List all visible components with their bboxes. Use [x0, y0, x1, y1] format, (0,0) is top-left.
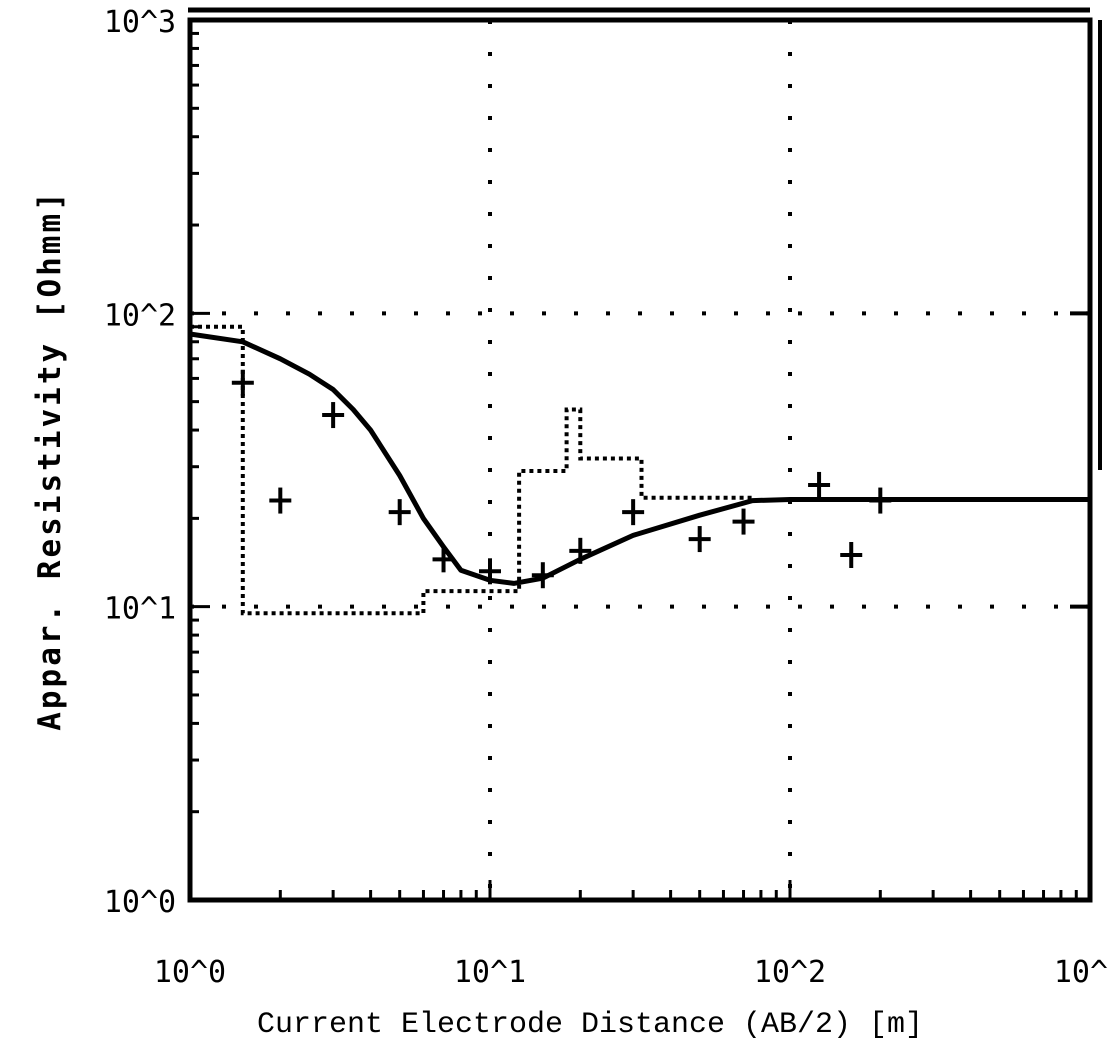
data-point-cross	[732, 508, 755, 535]
x-tick-label: 10^0	[154, 955, 226, 990]
x-axis-title: Current Electrode Distance (AB/2) [m]	[257, 1008, 923, 1042]
data-point-cross	[869, 487, 892, 514]
measured-points	[231, 369, 892, 589]
y-tick-label: 10^2	[104, 298, 176, 333]
data-point-cross	[569, 537, 592, 564]
data-point-cross	[808, 471, 831, 498]
x-tick-labels: 10^0 10^1 10^2 10^3	[154, 955, 1107, 990]
plot-area	[187, 17, 1093, 903]
grid	[190, 20, 1090, 900]
data-point-cross	[531, 562, 554, 589]
data-point-cross	[322, 402, 345, 429]
data-point-cross	[479, 558, 501, 585]
calculated-curve-line	[189, 331, 1090, 586]
model-staircase-line	[190, 324, 753, 616]
x-tick-label: 10^3	[1054, 955, 1107, 990]
y-tick-labels: 10^0 10^1 10^2 10^3	[104, 5, 176, 920]
model-staircase	[190, 324, 753, 616]
data-point-cross	[269, 487, 292, 514]
data-point-cross	[388, 499, 411, 526]
y-tick-label: 10^1	[104, 592, 176, 627]
y-tick-label: 10^3	[104, 5, 176, 40]
x-tick-label: 10^1	[454, 955, 526, 990]
axis-ticks	[190, 31, 1090, 900]
data-point-cross	[432, 546, 455, 573]
data-point-cross	[231, 369, 254, 396]
data-point-cross	[622, 499, 645, 526]
x-tick-label: 10^2	[754, 955, 826, 990]
data-point-cross	[688, 526, 711, 553]
y-axis-title: Appar. Resistivity [Ohmm]	[32, 189, 68, 731]
data-point-cross	[840, 542, 863, 569]
calculated-curve	[189, 331, 1090, 586]
y-tick-label: 10^0	[104, 885, 176, 920]
